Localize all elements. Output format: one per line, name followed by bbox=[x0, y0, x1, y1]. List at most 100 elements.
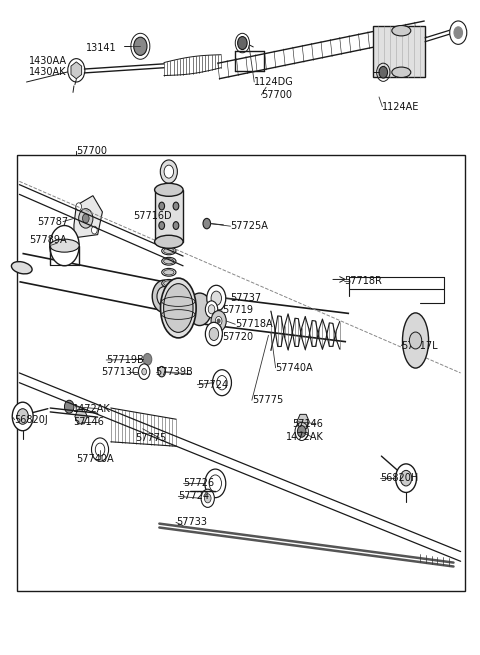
Polygon shape bbox=[75, 409, 87, 424]
Text: 57787: 57787 bbox=[37, 217, 69, 227]
Text: 57724: 57724 bbox=[179, 491, 209, 501]
Text: 57718A: 57718A bbox=[235, 319, 273, 329]
Polygon shape bbox=[71, 62, 82, 79]
Circle shape bbox=[173, 202, 179, 210]
Text: 1472AK: 1472AK bbox=[73, 403, 111, 414]
Circle shape bbox=[205, 301, 218, 318]
Text: 57700: 57700 bbox=[261, 90, 292, 100]
Circle shape bbox=[203, 218, 211, 229]
Circle shape bbox=[216, 316, 222, 326]
Text: 57775: 57775 bbox=[136, 433, 167, 443]
Circle shape bbox=[64, 400, 74, 413]
Bar bbox=[373, 26, 425, 77]
Circle shape bbox=[238, 37, 247, 50]
Circle shape bbox=[138, 364, 150, 379]
Circle shape bbox=[159, 221, 165, 229]
Text: 13141: 13141 bbox=[86, 43, 117, 53]
Circle shape bbox=[134, 37, 147, 56]
Circle shape bbox=[450, 21, 467, 45]
Bar bbox=[17, 155, 466, 591]
Circle shape bbox=[142, 368, 146, 375]
Circle shape bbox=[17, 409, 28, 424]
Circle shape bbox=[76, 203, 82, 211]
Text: 57716D: 57716D bbox=[133, 211, 172, 221]
Circle shape bbox=[201, 489, 215, 508]
Text: 57718R: 57718R bbox=[344, 276, 382, 286]
Text: 57717L: 57717L bbox=[401, 341, 438, 350]
Text: 57740A: 57740A bbox=[76, 454, 114, 464]
Ellipse shape bbox=[403, 313, 429, 368]
Circle shape bbox=[207, 286, 226, 311]
Circle shape bbox=[204, 494, 211, 503]
Circle shape bbox=[211, 310, 226, 331]
Text: 57775: 57775 bbox=[252, 395, 283, 405]
Circle shape bbox=[217, 375, 227, 390]
Ellipse shape bbox=[164, 284, 193, 332]
Circle shape bbox=[213, 369, 231, 396]
Text: 57733: 57733 bbox=[176, 517, 207, 527]
Circle shape bbox=[209, 475, 221, 492]
Circle shape bbox=[211, 291, 221, 305]
Text: 57726: 57726 bbox=[183, 478, 214, 489]
Circle shape bbox=[79, 209, 93, 228]
Circle shape bbox=[188, 293, 212, 326]
Bar bbox=[155, 190, 183, 242]
Text: 1430AK: 1430AK bbox=[29, 67, 66, 77]
Circle shape bbox=[83, 214, 89, 223]
Circle shape bbox=[400, 470, 412, 486]
Text: 57146: 57146 bbox=[292, 419, 323, 428]
Ellipse shape bbox=[164, 248, 174, 253]
Ellipse shape bbox=[162, 280, 176, 288]
Text: 57700: 57700 bbox=[76, 146, 108, 156]
Ellipse shape bbox=[50, 239, 79, 252]
Ellipse shape bbox=[50, 225, 79, 266]
Text: 57719: 57719 bbox=[222, 305, 253, 315]
Circle shape bbox=[454, 27, 463, 39]
Ellipse shape bbox=[162, 257, 176, 265]
Circle shape bbox=[12, 402, 33, 431]
Text: 57713C: 57713C bbox=[101, 367, 139, 377]
Ellipse shape bbox=[162, 247, 176, 255]
Text: 1124DG: 1124DG bbox=[254, 77, 294, 87]
Text: 57724: 57724 bbox=[197, 380, 228, 390]
Circle shape bbox=[68, 59, 85, 82]
Text: 57739B: 57739B bbox=[156, 367, 193, 377]
Ellipse shape bbox=[155, 183, 183, 196]
Circle shape bbox=[96, 443, 105, 456]
Circle shape bbox=[298, 426, 306, 438]
Polygon shape bbox=[74, 196, 102, 238]
Text: 57720: 57720 bbox=[222, 331, 253, 342]
Ellipse shape bbox=[392, 26, 411, 36]
Circle shape bbox=[157, 287, 171, 306]
Circle shape bbox=[164, 165, 174, 178]
Circle shape bbox=[173, 221, 179, 229]
Text: 57719B: 57719B bbox=[106, 355, 144, 365]
Circle shape bbox=[205, 469, 226, 498]
Ellipse shape bbox=[392, 67, 411, 77]
Ellipse shape bbox=[12, 261, 32, 274]
Ellipse shape bbox=[160, 278, 196, 338]
Text: 57146: 57146 bbox=[73, 417, 104, 426]
Ellipse shape bbox=[164, 281, 174, 286]
Text: 57789A: 57789A bbox=[29, 235, 67, 245]
Circle shape bbox=[205, 322, 222, 346]
Text: 57725A: 57725A bbox=[230, 221, 268, 231]
Circle shape bbox=[158, 366, 166, 377]
Polygon shape bbox=[297, 415, 309, 429]
Circle shape bbox=[159, 202, 165, 210]
Circle shape bbox=[160, 160, 178, 183]
Ellipse shape bbox=[162, 269, 176, 276]
Text: 1430AA: 1430AA bbox=[29, 56, 67, 66]
Text: 1472AK: 1472AK bbox=[286, 432, 324, 441]
Circle shape bbox=[92, 438, 108, 461]
Circle shape bbox=[409, 332, 422, 349]
Text: 1124AE: 1124AE bbox=[383, 102, 420, 112]
Text: 56820H: 56820H bbox=[381, 473, 419, 483]
Text: 57740A: 57740A bbox=[276, 363, 313, 373]
Text: 56820J: 56820J bbox=[14, 415, 48, 424]
Ellipse shape bbox=[164, 270, 174, 275]
Circle shape bbox=[209, 328, 219, 341]
Circle shape bbox=[217, 319, 220, 323]
Circle shape bbox=[152, 280, 176, 312]
Circle shape bbox=[143, 354, 152, 365]
